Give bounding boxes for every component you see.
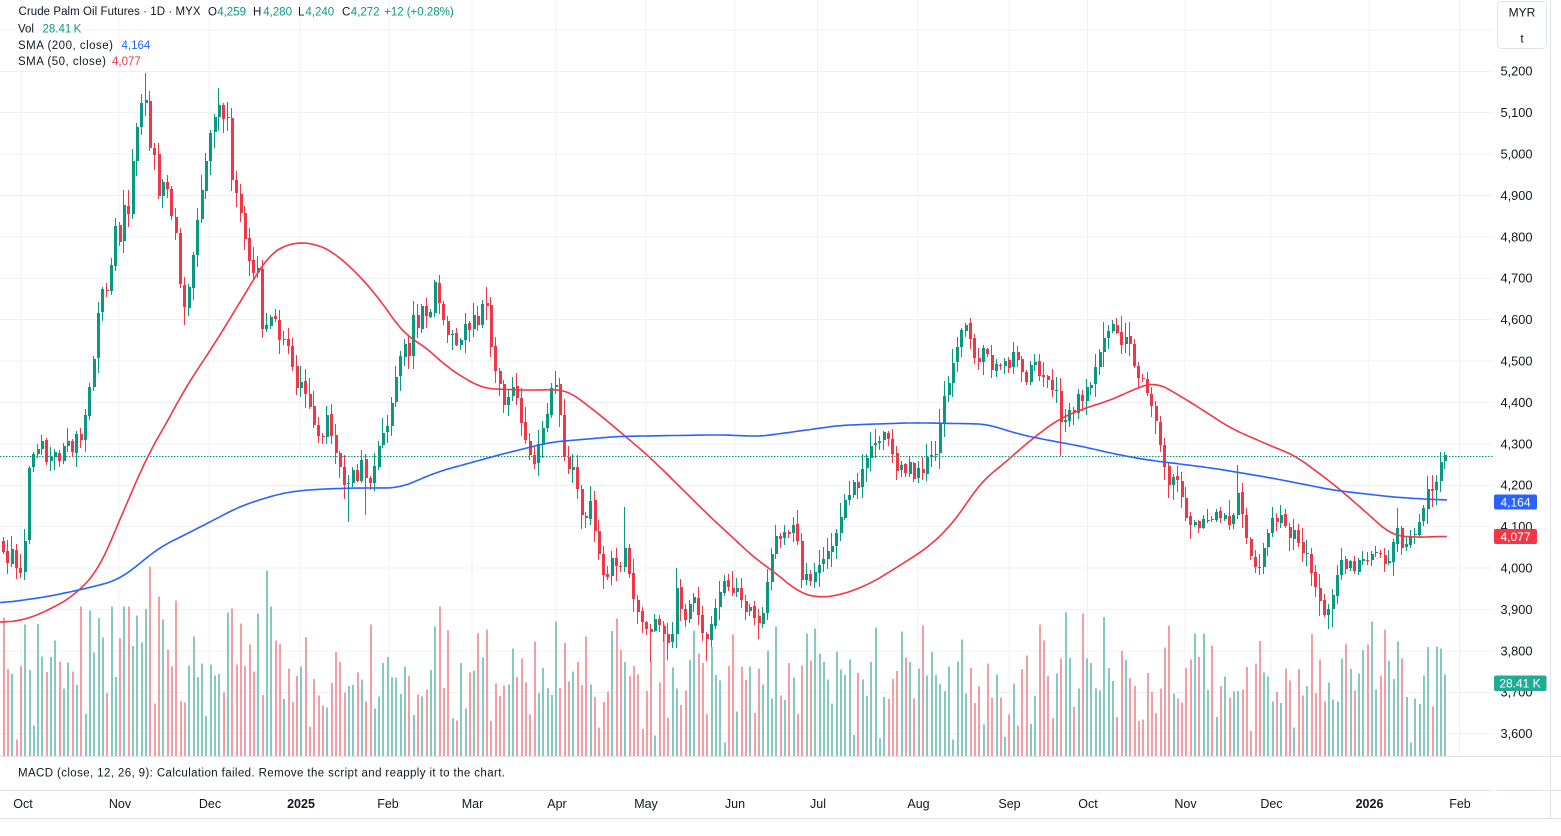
svg-text:Jun: Jun (725, 797, 745, 811)
svg-text:28.41 K: 28.41 K (43, 23, 82, 35)
svg-text:(+0.28%): (+0.28%) (407, 6, 454, 18)
svg-text:Oct: Oct (13, 797, 33, 811)
svg-text:5,100: 5,100 (1501, 105, 1533, 120)
svg-text:Crude Palm Oil Futures · 1D ·: Crude Palm Oil Futures · 1D · MYX (19, 6, 201, 18)
svg-text:2025: 2025 (287, 797, 315, 811)
svg-text:4,280: 4,280 (263, 6, 292, 18)
svg-text:Feb: Feb (1449, 797, 1471, 811)
svg-text:4,259: 4,259 (217, 6, 246, 18)
svg-text:28.41 K: 28.41 K (1499, 677, 1540, 691)
svg-text:2026: 2026 (1356, 797, 1384, 811)
svg-text:Sep: Sep (998, 797, 1020, 811)
svg-text:Nov: Nov (109, 797, 132, 811)
svg-text:Jul: Jul (810, 797, 826, 811)
svg-text:Apr: Apr (547, 797, 566, 811)
svg-text:+12: +12 (384, 6, 404, 18)
svg-text:4,000: 4,000 (1501, 561, 1533, 576)
svg-text:5,200: 5,200 (1501, 64, 1533, 79)
svg-text:L: L (298, 6, 305, 18)
svg-text:Vol: Vol (18, 23, 34, 35)
svg-text:Nov: Nov (1174, 797, 1197, 811)
svg-text:May: May (634, 797, 658, 811)
svg-text:C: C (342, 6, 350, 18)
svg-text:4,300: 4,300 (1501, 436, 1533, 451)
svg-text:Dec: Dec (199, 797, 221, 811)
svg-text:O: O (208, 6, 217, 18)
svg-text:4,164: 4,164 (122, 40, 151, 52)
svg-text:t: t (1520, 32, 1524, 46)
svg-text:Oct: Oct (1078, 797, 1098, 811)
svg-text:4,600: 4,600 (1501, 312, 1533, 327)
svg-text:5,000: 5,000 (1501, 147, 1533, 162)
svg-text:4,500: 4,500 (1501, 354, 1533, 369)
svg-text:4,900: 4,900 (1501, 188, 1533, 203)
svg-text:Aug: Aug (907, 797, 929, 811)
svg-text:SMA (50, close): SMA (50, close) (18, 56, 106, 68)
svg-text:4,200: 4,200 (1501, 478, 1533, 493)
svg-text:MYR: MYR (1509, 6, 1536, 20)
svg-text:4,400: 4,400 (1501, 395, 1533, 410)
svg-text:3,900: 3,900 (1501, 602, 1533, 617)
svg-text:3,600: 3,600 (1501, 726, 1533, 741)
svg-text:4,077: 4,077 (112, 56, 141, 68)
svg-text:4,272: 4,272 (351, 6, 380, 18)
svg-text:Feb: Feb (377, 797, 399, 811)
svg-text:Dec: Dec (1260, 797, 1282, 811)
svg-text:4,164: 4,164 (1500, 495, 1530, 509)
svg-text:MACD (close, 12, 26, 9): Calcu: MACD (close, 12, 26, 9): Calculation fai… (18, 767, 505, 779)
svg-text:3,800: 3,800 (1501, 643, 1533, 658)
svg-text:4,700: 4,700 (1501, 271, 1533, 286)
svg-text:4,240: 4,240 (305, 6, 334, 18)
svg-text:4,800: 4,800 (1501, 229, 1533, 244)
svg-text:Mar: Mar (462, 797, 484, 811)
svg-text:4,077: 4,077 (1500, 530, 1530, 544)
svg-text:SMA (200, close): SMA (200, close) (18, 40, 113, 52)
svg-text:H: H (253, 6, 261, 18)
